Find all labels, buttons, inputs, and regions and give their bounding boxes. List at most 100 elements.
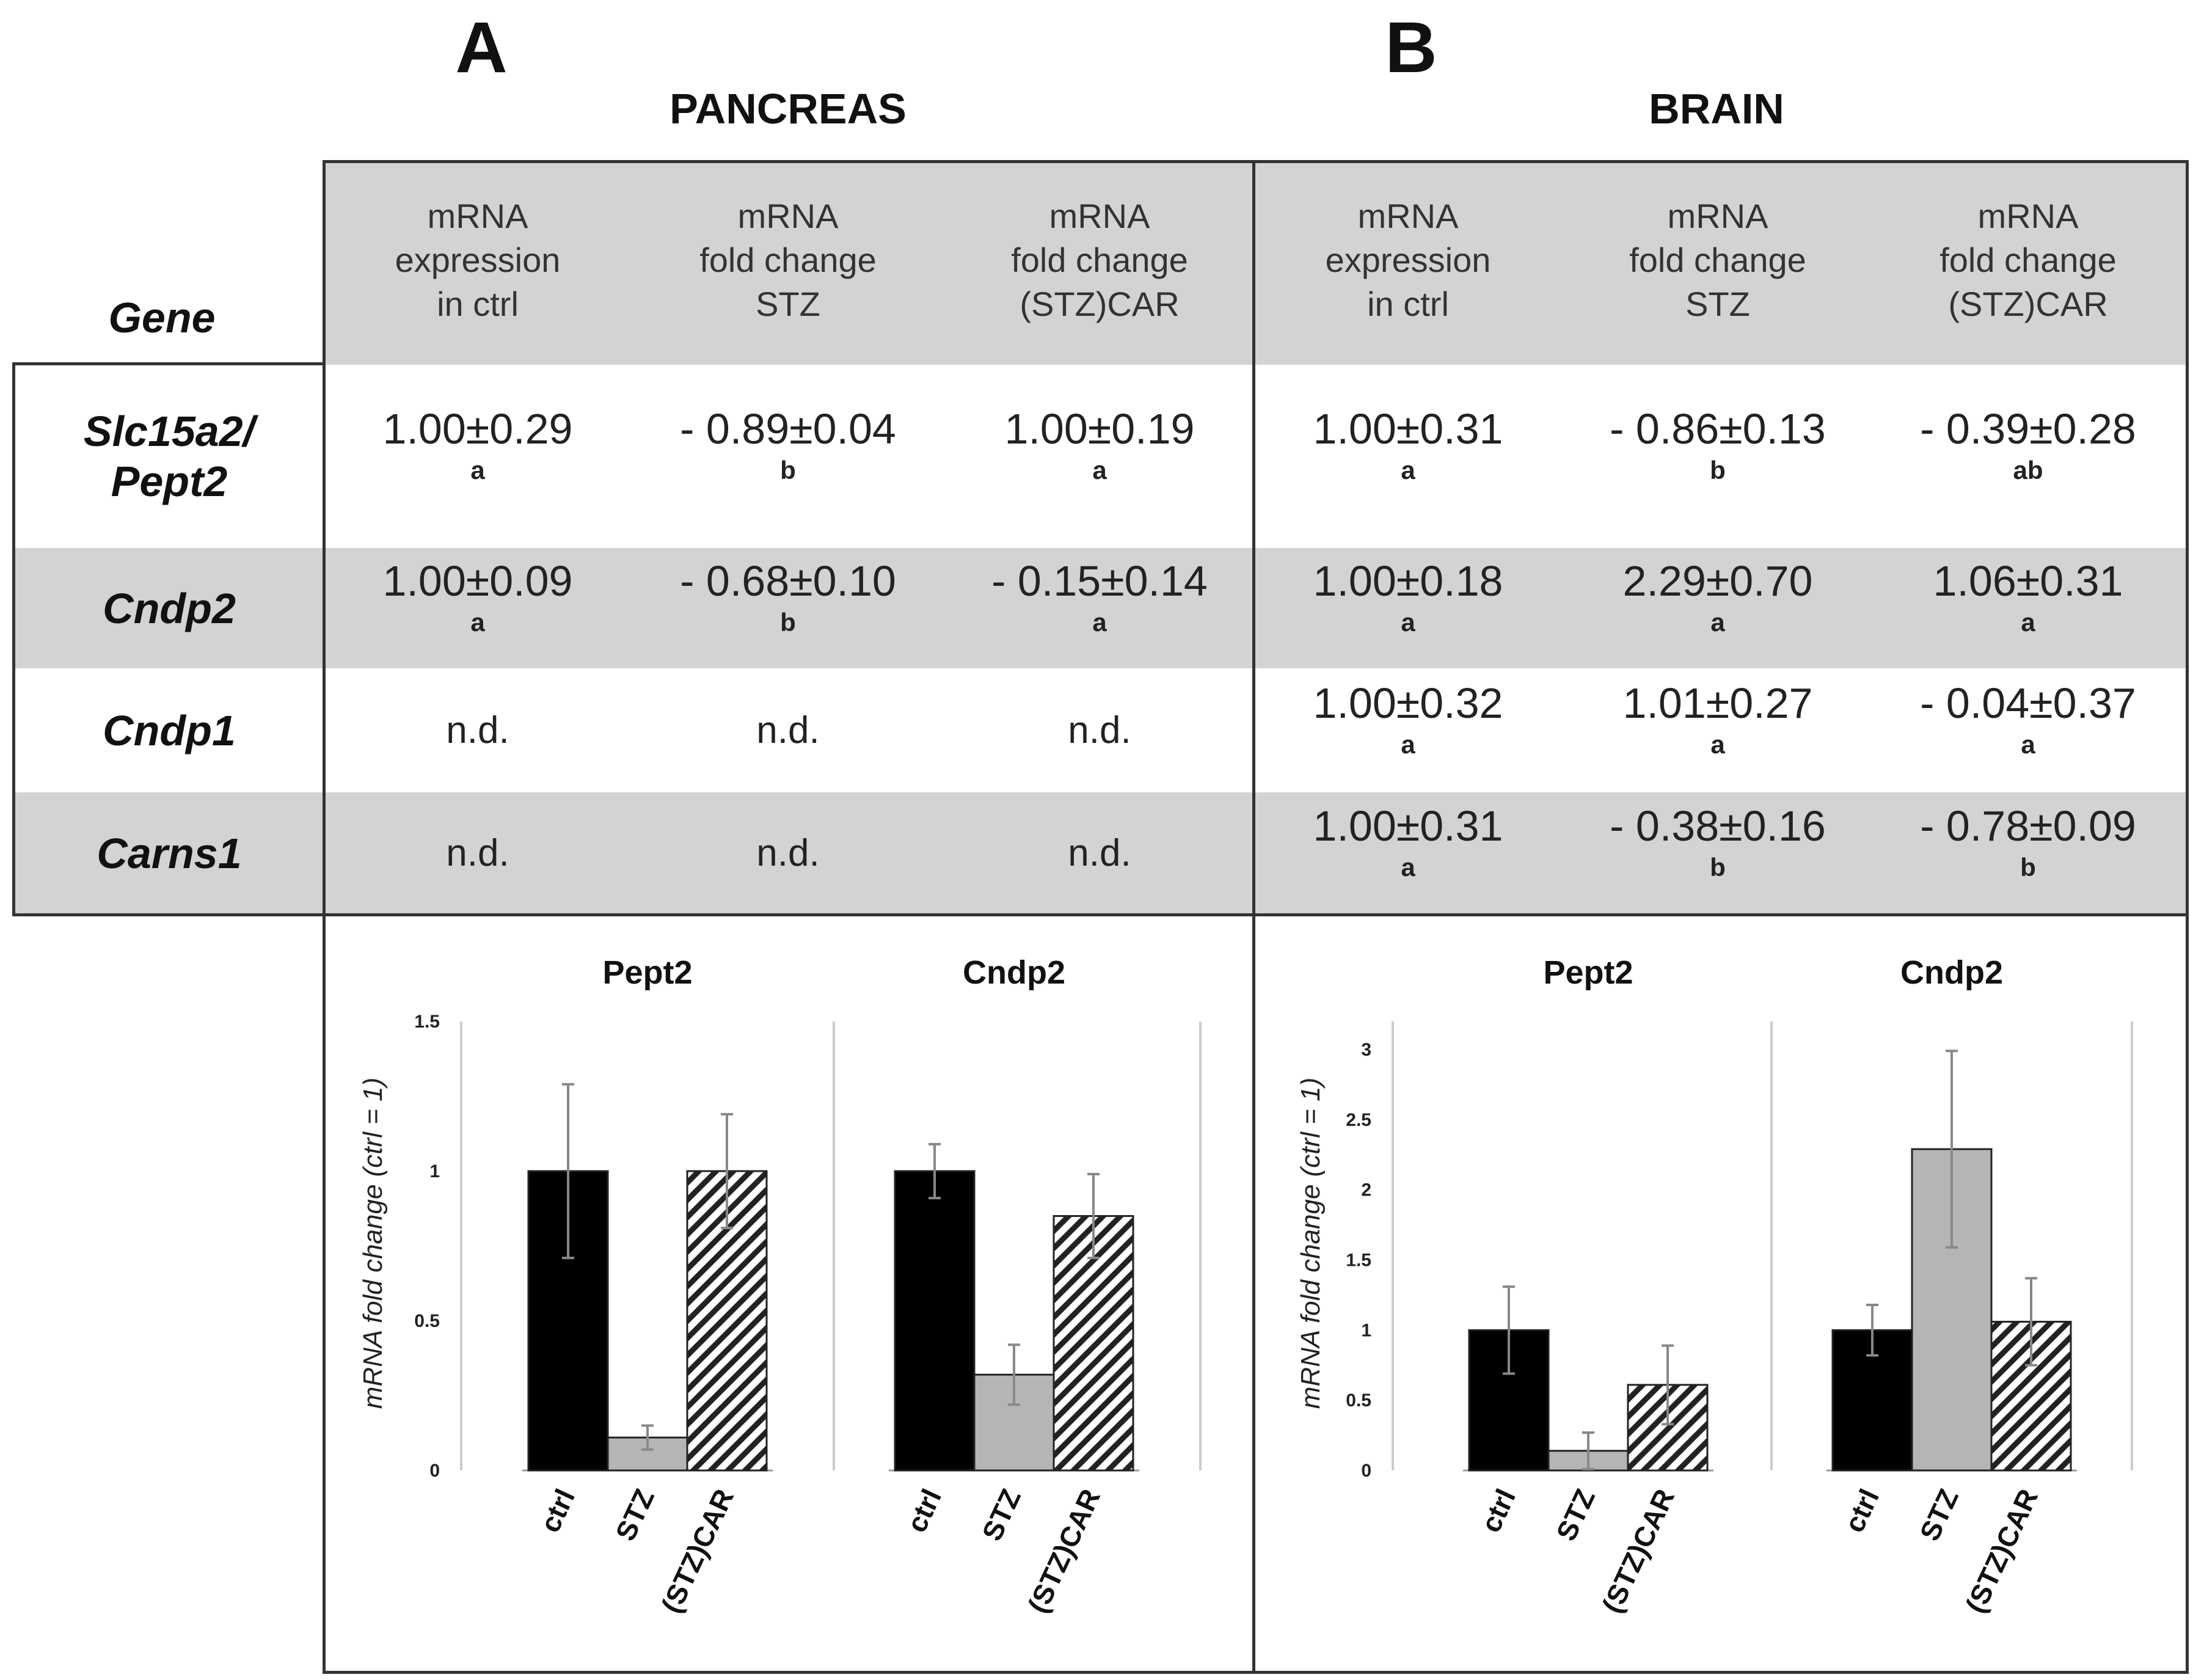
column-header-line: mRNA <box>1977 197 2079 235</box>
column-header-line: fold change <box>699 241 877 279</box>
cell-value: n.d. <box>1068 832 1131 874</box>
cell-value: 2.29±0.70 <box>1622 557 1813 605</box>
panel-letter-a: A <box>455 7 508 88</box>
column-header-0: mRNA expression in ctrl <box>325 194 630 326</box>
cell-value: - 0.04±0.37 <box>1920 679 2136 727</box>
panel-title-pancreas: PANCREAS <box>670 85 907 133</box>
gene-name-line: Cndp2 <box>103 584 236 632</box>
y-tick-label: 1 <box>429 1161 440 1181</box>
column-header-5: mRNA fold change (STZ)CAR <box>1875 194 2181 326</box>
table-bottom-line <box>323 913 2189 916</box>
gene-name: Cndp2 <box>15 583 324 634</box>
cell-value: n.d. <box>756 832 820 874</box>
category-label: ctrl <box>900 1484 947 1537</box>
category-label: (STZ)CAR <box>1021 1484 1106 1618</box>
category-label: STZ <box>976 1484 1027 1546</box>
category-label: ctrl <box>1838 1484 1885 1537</box>
cell-significance-letter: a <box>1401 456 1415 484</box>
cell-value: n.d. <box>756 709 820 751</box>
category-label: STZ <box>609 1484 660 1546</box>
cell-significance-letter: b <box>2020 853 2036 882</box>
cell-value: 1.00±0.31 <box>1313 405 1503 453</box>
y-tick-label: 1 <box>1361 1320 1371 1340</box>
column-header-2: mRNA fold change (STZ)CAR <box>947 194 1252 326</box>
y-tick-label: 1.5 <box>1346 1250 1371 1270</box>
cell-significance-letter: a <box>1092 456 1107 484</box>
cell-significance-letter: b <box>780 456 796 484</box>
cell-value: 1.00±0.31 <box>1313 802 1503 850</box>
cell-value: n.d. <box>1068 709 1131 751</box>
column-header-line: fold change <box>1939 241 2117 279</box>
column-header-line: (STZ)CAR <box>1020 285 1180 323</box>
bar <box>894 1170 976 1472</box>
category-label: ctrl <box>1475 1484 1522 1537</box>
gene-name-line: Cndp1 <box>103 706 236 754</box>
column-header-1: mRNA fold change STZ <box>635 194 941 326</box>
column-header-line: STZ <box>1685 285 1750 323</box>
gene-column-header: Gene <box>108 294 216 341</box>
cell-value: n.d. <box>446 832 509 874</box>
panel-title-brain: BRAIN <box>1649 85 1784 133</box>
cell-significance-letter: a <box>470 607 485 637</box>
column-header-line: fold change <box>1629 241 1806 279</box>
y-tick-label: 1.5 <box>414 1012 440 1032</box>
category-label: (STZ)CAR <box>655 1484 740 1618</box>
panel-letter-b: B <box>1385 7 1437 88</box>
header-band-pancreas <box>324 162 1252 365</box>
gene-name-line: Carns1 <box>97 830 242 877</box>
column-header-line: mRNA <box>1049 197 1150 235</box>
column-header-line: mRNA <box>737 197 839 235</box>
column-header-line: (STZ)CAR <box>1948 285 2108 323</box>
column-header-line: in ctrl <box>1367 285 1449 323</box>
cell-value: - 0.38±0.16 <box>1610 802 1826 850</box>
y-tick-label: 2 <box>1361 1180 1371 1200</box>
group-title: Pept2 <box>1543 954 1633 991</box>
cell-value: - 0.89±0.04 <box>680 405 896 453</box>
gene-column-frame <box>12 362 326 916</box>
cell-value: - 0.15±0.14 <box>991 557 1208 605</box>
group-title: Cndp2 <box>1900 954 2003 991</box>
y-tick-label: 0 <box>1361 1461 1371 1481</box>
row-band-cndp2 <box>15 548 2187 668</box>
category-label: STZ <box>1550 1484 1601 1546</box>
y-tick-label: 3 <box>1361 1040 1371 1060</box>
cell-value: 1.01±0.27 <box>1622 679 1813 727</box>
cell-value: 1.00±0.19 <box>1004 405 1195 453</box>
y-axis-label: mRNA fold change (ctrl = 1) <box>1296 1078 1326 1409</box>
header-band-brain <box>1255 162 2187 365</box>
column-header-line: STZ <box>756 285 820 323</box>
column-header-line: expression <box>1325 241 1491 279</box>
column-header-line: fold change <box>1011 241 1188 279</box>
cell-significance-letter: a <box>2021 729 2035 759</box>
category-label: (STZ)CAR <box>1596 1484 1680 1618</box>
category-label: (STZ)CAR <box>1959 1484 2044 1618</box>
cell-significance-letter: b <box>1710 456 1726 484</box>
gene-name: Slc15a2/Pept2 <box>15 406 324 506</box>
cell-significance-letter: a <box>1710 729 1725 759</box>
column-header-4: mRNA fold change STZ <box>1565 194 1870 326</box>
main-frame <box>323 160 2189 1674</box>
gene-name-line: Slc15a2/ <box>83 407 255 455</box>
column-header-line: mRNA <box>1357 197 1459 235</box>
column-header-line: in ctrl <box>437 285 519 323</box>
group-title: Pept2 <box>602 954 692 991</box>
cell-significance-letter: a <box>1710 607 1725 637</box>
cell-value: - 0.39±0.28 <box>1920 405 2136 453</box>
y-tick-label: 0 <box>429 1461 440 1481</box>
cell-significance-letter: b <box>780 607 796 637</box>
cell-value: 1.00±0.18 <box>1313 557 1503 605</box>
cell-value: n.d. <box>446 709 509 751</box>
cell-significance-letter: a <box>1401 729 1415 759</box>
cell-value: - 0.68±0.10 <box>680 557 896 605</box>
cell-value: 1.00±0.32 <box>1313 679 1503 727</box>
category-label: STZ <box>1913 1484 1965 1546</box>
cell-significance-letter: a <box>470 456 485 484</box>
y-tick-label: 2.5 <box>1346 1110 1371 1130</box>
cell-value: 1.06±0.31 <box>1933 557 2123 605</box>
cell-value: - 0.86±0.13 <box>1610 405 1826 453</box>
cell-value: - 0.78±0.09 <box>1920 802 2136 850</box>
cell-significance-letter: a <box>1092 607 1107 637</box>
group-title: Cndp2 <box>963 954 1065 991</box>
cell-significance-letter: a <box>1401 607 1415 637</box>
y-tick-label: 0.5 <box>1346 1390 1371 1411</box>
